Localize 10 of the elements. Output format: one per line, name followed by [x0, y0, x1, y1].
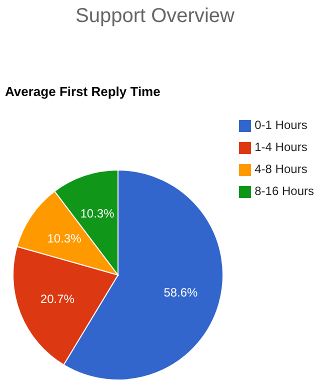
data-label: 20.7%: [40, 292, 75, 306]
legend-label: 4-8 Hours: [254, 162, 308, 176]
legend-label: 8-16 Hours: [254, 184, 314, 198]
chart-subtitle: Average First Reply Time: [5, 84, 160, 99]
legend-label: 0-1 Hours: [254, 118, 308, 132]
data-label: 58.6%: [164, 285, 198, 300]
legend-label: 1-4 Hours: [254, 140, 308, 154]
chart-title: Support Overview: [74, 5, 236, 28]
data-label: 10.3%: [80, 206, 115, 220]
data-label: 10.3%: [47, 231, 82, 246]
